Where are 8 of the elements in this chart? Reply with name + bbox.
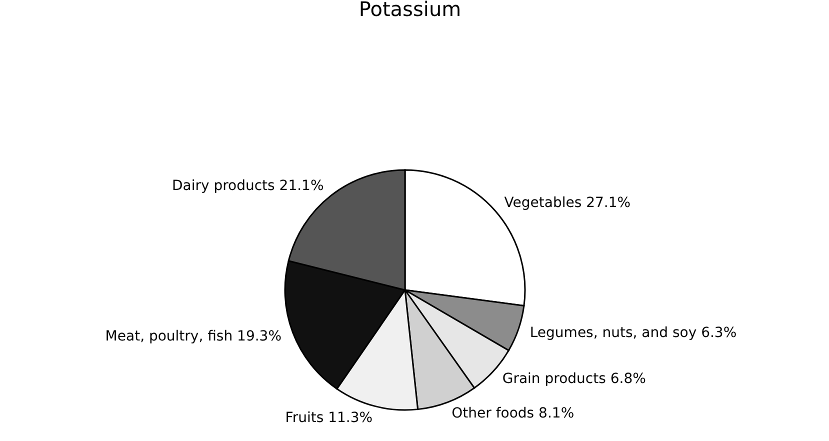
slice-label: Dairy products 21.1% — [172, 178, 324, 194]
slice-label: Vegetables 27.1% — [504, 195, 631, 212]
slice-label: Legumes, nuts, and soy 6.3% — [530, 324, 737, 341]
slice-label: Other foods 8.1% — [452, 405, 574, 422]
chart-title: Potassium — [358, 0, 462, 21]
slice-label: Fruits 11.3% — [285, 410, 373, 426]
slice-label: Meat, poultry, fish 19.3% — [105, 328, 282, 345]
slice-label: Grain products 6.8% — [502, 371, 646, 388]
